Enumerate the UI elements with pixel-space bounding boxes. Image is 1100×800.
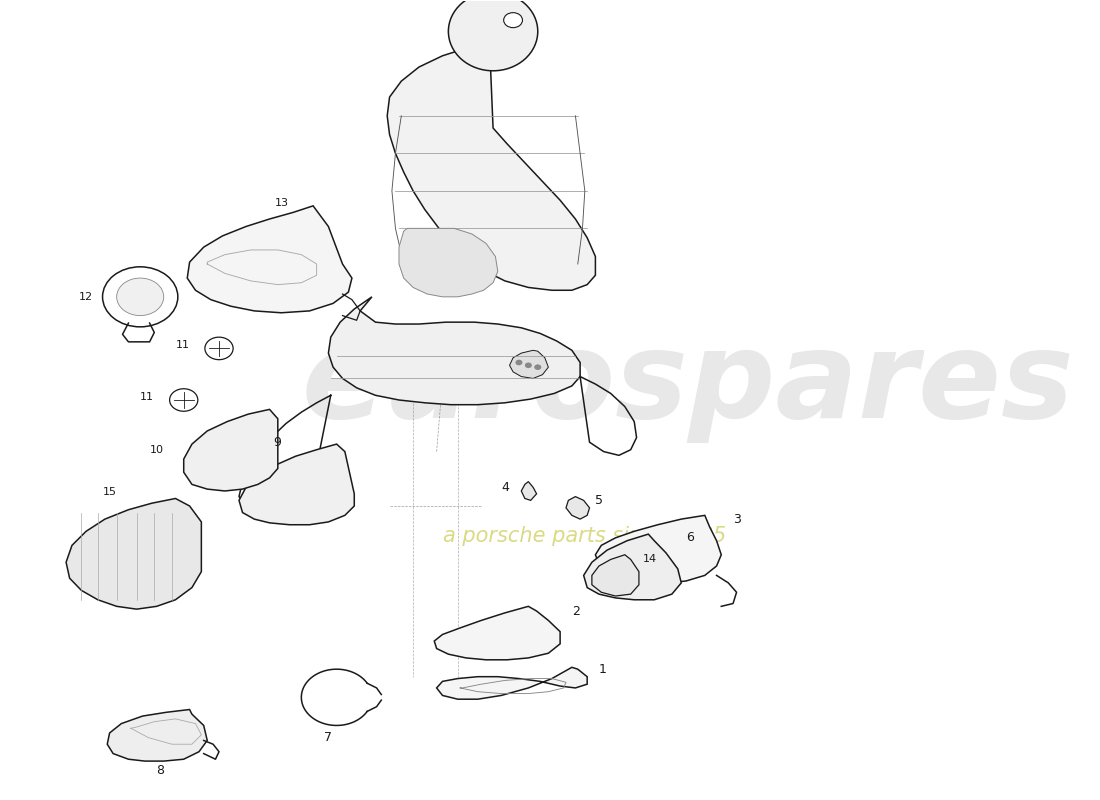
Ellipse shape (449, 0, 538, 70)
Text: 6: 6 (686, 531, 694, 544)
Polygon shape (108, 710, 207, 761)
Polygon shape (592, 554, 639, 596)
Text: eurospares: eurospares (302, 326, 1075, 442)
Text: 13: 13 (274, 198, 288, 208)
Circle shape (516, 360, 522, 366)
Text: 9: 9 (274, 436, 282, 449)
Text: 5: 5 (595, 494, 604, 507)
Polygon shape (387, 43, 595, 290)
Text: 2: 2 (572, 605, 580, 618)
Text: 1: 1 (598, 662, 607, 676)
Text: 12: 12 (79, 292, 94, 302)
Polygon shape (595, 515, 722, 583)
Polygon shape (434, 606, 560, 660)
Text: 15: 15 (102, 486, 117, 497)
Polygon shape (184, 410, 278, 491)
Text: 8: 8 (156, 764, 164, 777)
Circle shape (205, 337, 233, 360)
Circle shape (504, 13, 522, 28)
Polygon shape (329, 297, 580, 405)
Circle shape (102, 267, 178, 327)
Text: 7: 7 (324, 731, 332, 744)
Circle shape (525, 362, 532, 368)
Circle shape (117, 278, 164, 315)
Polygon shape (399, 228, 498, 297)
Polygon shape (566, 497, 590, 519)
Polygon shape (187, 206, 352, 313)
Text: a porsche parts since 1985: a porsche parts since 1985 (443, 526, 726, 546)
Text: 11: 11 (141, 392, 154, 402)
Text: 3: 3 (733, 513, 741, 526)
Circle shape (169, 389, 198, 411)
Text: 10: 10 (150, 445, 164, 454)
Polygon shape (239, 444, 354, 525)
Text: 4: 4 (502, 481, 509, 494)
Polygon shape (521, 482, 537, 500)
Circle shape (535, 364, 541, 370)
Polygon shape (66, 498, 201, 609)
Text: 11: 11 (176, 340, 189, 350)
Polygon shape (584, 534, 681, 600)
Polygon shape (437, 667, 587, 699)
Polygon shape (509, 350, 549, 378)
Text: 14: 14 (642, 554, 657, 565)
